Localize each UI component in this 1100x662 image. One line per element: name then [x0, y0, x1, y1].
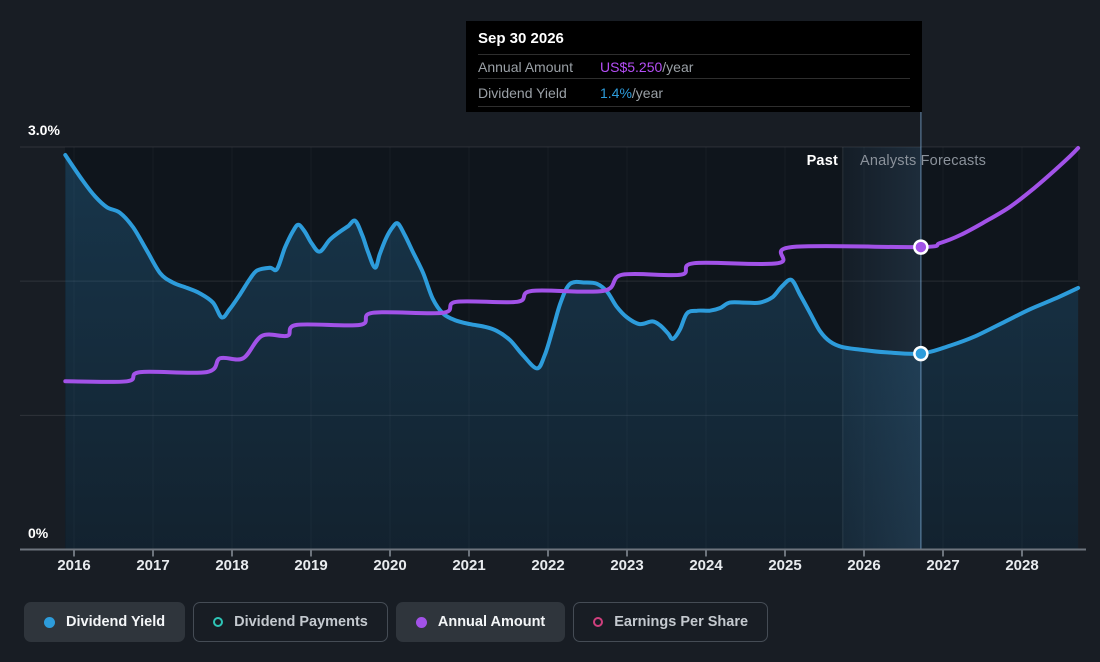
dividend-yield-area [65, 155, 1079, 550]
dividend-payments-series-icon [213, 617, 224, 627]
dividend-yield-marker-dot[interactable] [913, 345, 929, 362]
legend-item-label: Dividend Yield [66, 614, 166, 630]
analysts-forecasts-zone-label: Analysts Forecasts [860, 153, 987, 169]
legend-item-label: Earnings Per Share [614, 614, 749, 630]
dividend-yield-series-icon [44, 616, 55, 628]
x-axis-label-2027: 2027 [926, 557, 960, 574]
x-axis-label-2026: 2026 [847, 557, 881, 574]
tooltip-annual-amount-label: Annual Amount [478, 58, 573, 75]
x-axis-label-2020: 2020 [373, 557, 407, 574]
x-axis-label-2017: 2017 [136, 557, 170, 574]
earnings-per-share-series-icon [593, 617, 604, 627]
y-axis-label: 0% [28, 524, 49, 541]
past-zone-label: Past [806, 153, 838, 169]
tooltip-dividend-yield-suffix: /year [631, 84, 664, 101]
tooltip-dividend-yield-value: 1.4% [600, 84, 632, 101]
legend-item-label: Annual Amount [437, 614, 546, 630]
legend-item-label: Dividend Payments [234, 614, 368, 630]
tooltip-dividend-yield-label: Dividend Yield [478, 84, 567, 101]
tooltip-annual-amount-suffix: /year [662, 58, 694, 75]
tooltip-date: Sep 30 2026 [478, 30, 564, 47]
tooltip-annual-amount-value: US$5.250 [600, 58, 663, 75]
x-axis-label-2019: 2019 [294, 557, 328, 574]
dividend-yield-line [63, 153, 1081, 371]
annual-amount-marker-dot[interactable] [913, 239, 929, 255]
x-axis-label-2023: 2023 [610, 557, 644, 574]
x-axis-label-2021: 2021 [452, 557, 486, 574]
y-axis-label: 3.0% [28, 121, 60, 138]
legend-item-dividend-yield[interactable]: Dividend Yield [24, 602, 186, 642]
tooltip-row-annual-amount: Annual Amount US$5.250 /year [478, 54, 910, 78]
legend-item-dividend-payments[interactable]: Dividend Payments [193, 602, 388, 642]
annual-amount-series-icon [415, 616, 427, 628]
x-axis-label-2025: 2025 [768, 557, 802, 574]
legend-item-earnings-per-share[interactable]: Earnings Per Share [573, 602, 769, 642]
x-axis-label-2016: 2016 [57, 557, 91, 574]
annual-amount-line [63, 146, 1081, 384]
legend-item-annual-amount[interactable]: Annual Amount [395, 602, 566, 642]
x-axis-label-2024: 2024 [689, 557, 723, 574]
tooltip-row-dividend-yield: Dividend Yield 1.4% /year [478, 78, 910, 107]
x-axis-label-2018: 2018 [215, 557, 249, 574]
x-axis-label-2028: 2028 [1005, 557, 1039, 574]
x-axis-label-2022: 2022 [531, 557, 565, 574]
chart-tooltip: Sep 30 2026 Annual Amount US$5.250 /year… [466, 21, 922, 112]
chart-legend: Dividend Yield Dividend Payments Annual Am… [24, 602, 769, 642]
